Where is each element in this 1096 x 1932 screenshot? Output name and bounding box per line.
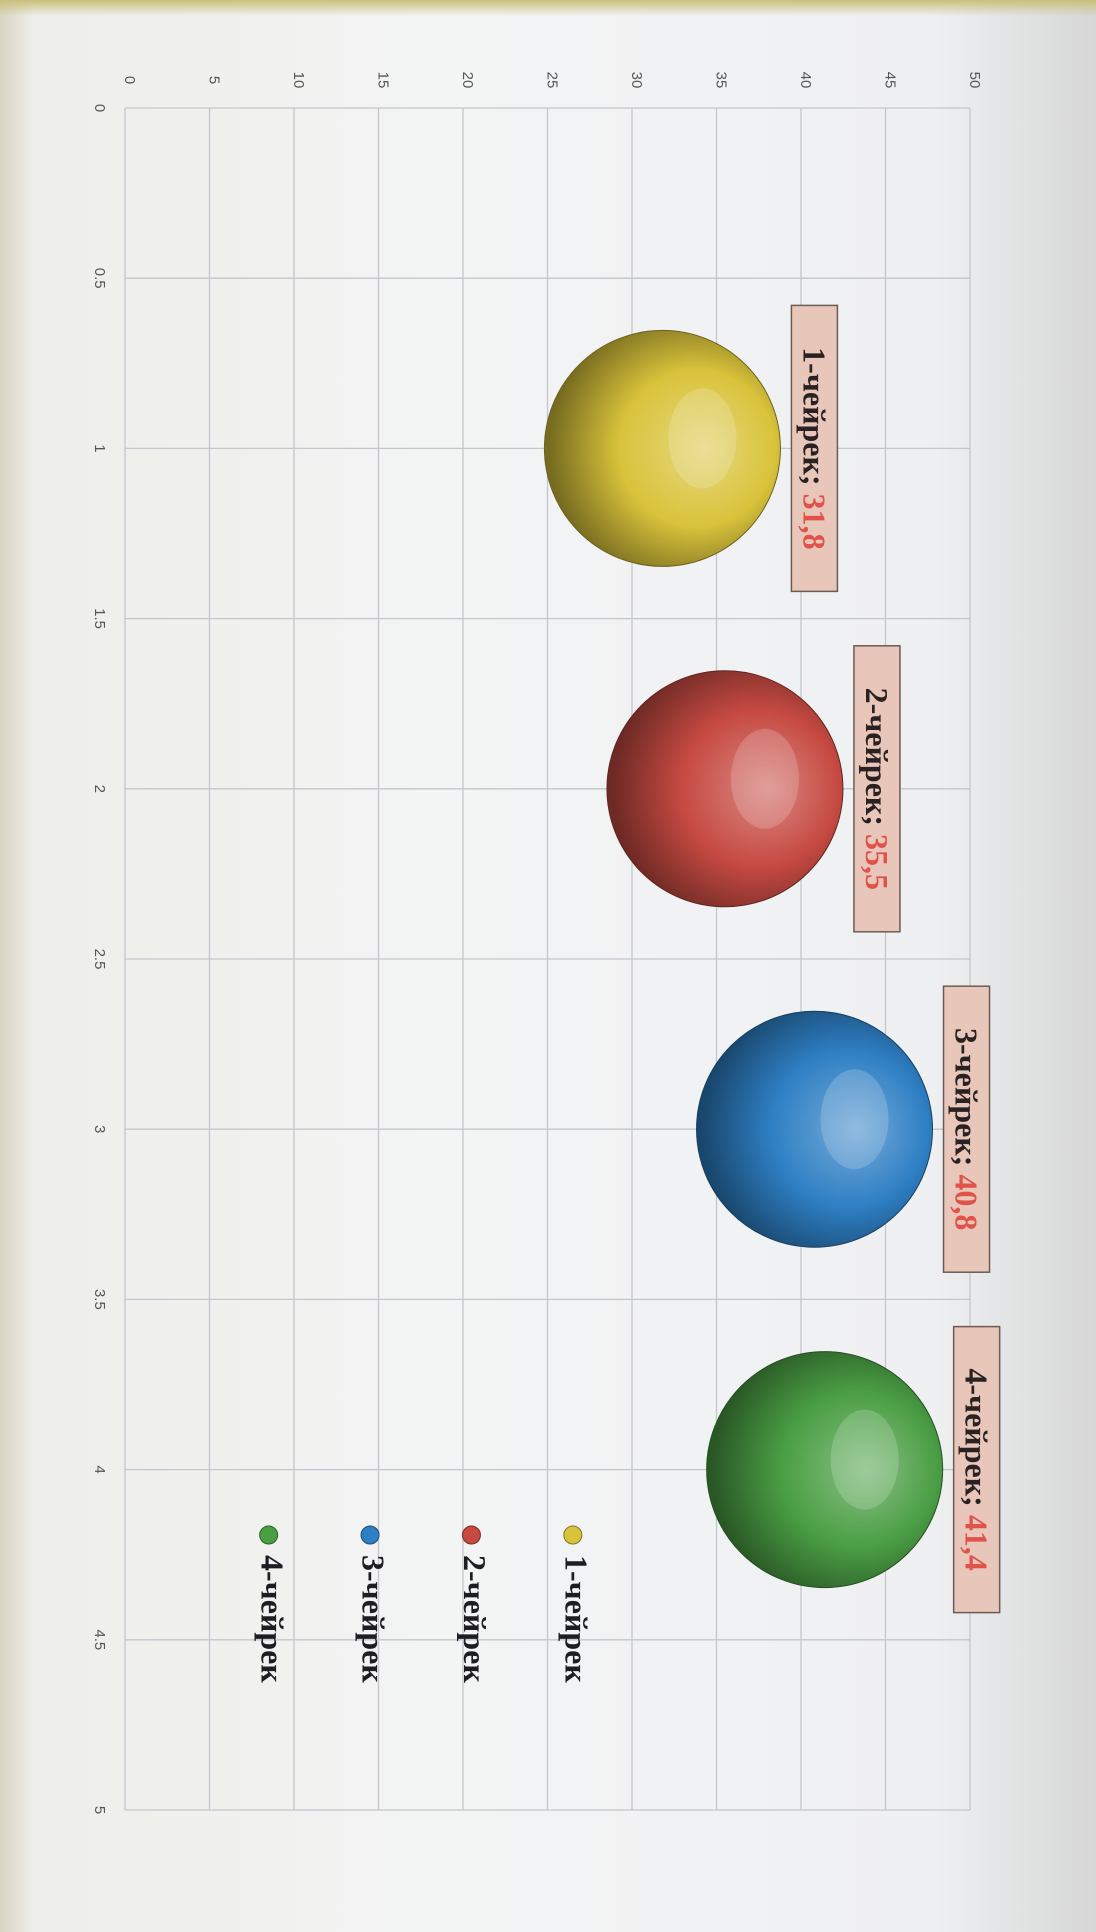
bubble-highlight	[830, 1409, 899, 1510]
y-tick-label: 30	[628, 72, 645, 89]
x-tick-label: 3.5	[91, 1289, 108, 1310]
data-label-value: 41,4	[959, 1515, 995, 1571]
legend-label-2: 2-чейрек	[457, 1555, 493, 1683]
y-tick-label: 25	[544, 72, 561, 89]
legend-marker-2	[461, 1525, 481, 1545]
x-tick-label: 0	[91, 104, 108, 112]
x-tick-label: 1.5	[91, 608, 108, 629]
bubble-highlight	[820, 1069, 889, 1170]
data-label-text: 1-чейрек; 31,8	[796, 347, 832, 549]
x-tick-label: 4	[91, 1465, 108, 1473]
x-tick-label: 5	[91, 1806, 108, 1814]
data-label-4: 4-чейрек; 41,4	[952, 1325, 1001, 1614]
x-tick-label: 2	[91, 785, 108, 793]
data-label-text: 4-чейрек; 41,4	[959, 1368, 995, 1570]
data-label-box	[942, 985, 991, 1273]
y-tick-label: 40	[797, 72, 814, 89]
data-label-name: 4-чейрек;	[959, 1368, 995, 1514]
data-label-text: 2-чейрек; 35,5	[859, 688, 895, 890]
legend-label-1: 1-чейрек	[559, 1555, 595, 1683]
data-label-box	[853, 645, 901, 933]
legend-marker-1	[563, 1525, 583, 1545]
y-tick-label: 0	[121, 76, 138, 84]
data-bubble-4	[706, 1351, 944, 1589]
x-tick-label: 0.5	[91, 268, 108, 289]
y-tick-label: 50	[966, 72, 983, 89]
data-label-box	[952, 1325, 1001, 1614]
data-label-value: 40,8	[949, 1174, 985, 1230]
y-tick-label: 20	[459, 72, 476, 89]
legend-marker-4	[259, 1525, 279, 1545]
data-label-value: 31,8	[796, 494, 832, 550]
data-label-box	[790, 304, 839, 593]
data-label-name: 1-чейрек;	[796, 347, 832, 493]
x-tick-label: 2.5	[91, 949, 108, 970]
data-label-name: 3-чейрек;	[949, 1028, 985, 1174]
y-tick-label: 5	[206, 76, 223, 84]
legend-label-4: 4-чейрек	[254, 1555, 290, 1683]
data-bubble-1	[543, 329, 781, 567]
y-tick-label: 10	[290, 72, 307, 89]
legend-marker-3	[360, 1525, 380, 1545]
y-tick-label: 45	[882, 72, 899, 89]
data-label-name: 2-чейрек;	[859, 688, 895, 834]
y-tick-label: 35	[713, 72, 730, 89]
x-tick-label: 3	[91, 1125, 108, 1133]
data-bubble-3	[696, 1010, 934, 1248]
data-bubble-2	[606, 670, 844, 908]
bubble-highlight	[668, 388, 737, 489]
bubble-highlight	[730, 728, 799, 829]
data-label-1: 1-чейрек; 31,8	[790, 304, 839, 593]
legend-label-3: 3-чейрек	[356, 1555, 392, 1683]
data-label-text: 3-чейрек; 40,8	[949, 1028, 985, 1230]
x-tick-label: 4.5	[91, 1629, 108, 1650]
data-label-value: 35,5	[859, 834, 895, 890]
data-label-2: 2-чейрек; 35,5	[853, 645, 901, 933]
y-tick-label: 15	[375, 72, 392, 89]
x-tick-label: 1	[91, 444, 108, 452]
data-label-3: 3-чейрек; 40,8	[942, 985, 991, 1273]
